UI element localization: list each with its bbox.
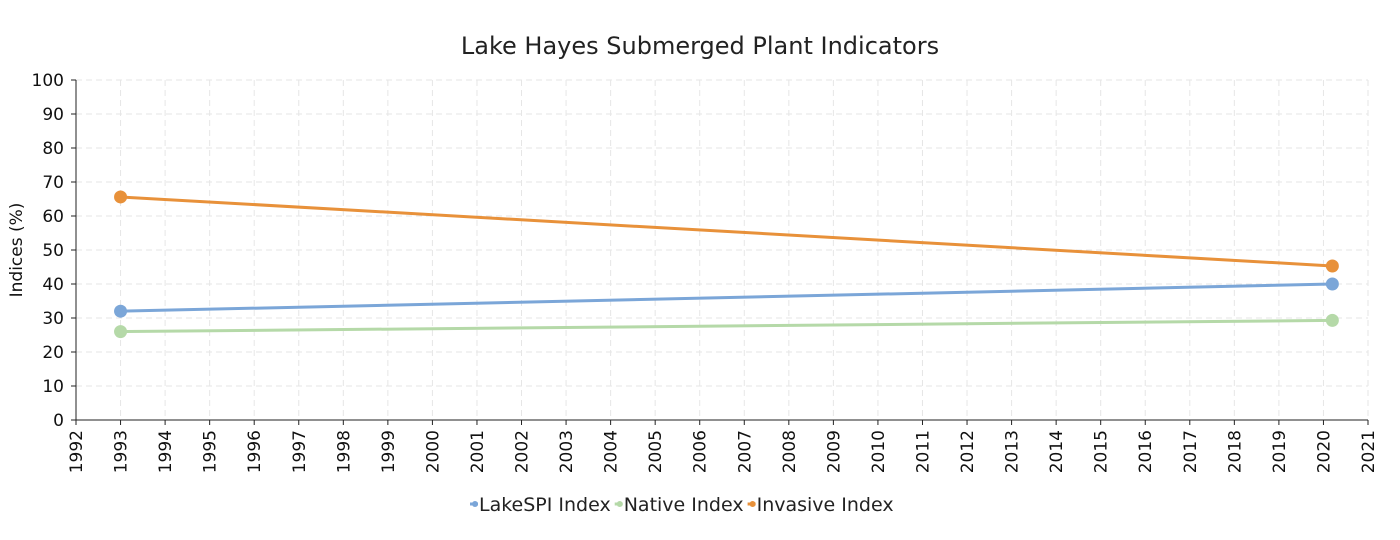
series-line	[120, 195, 1333, 268]
legend-item[interactable]: Invasive Index	[747, 494, 894, 516]
legend-marker	[472, 501, 478, 507]
x-tick-label: 2019	[1270, 430, 1290, 473]
series-native-index	[114, 313, 1339, 339]
legend: LakeSPI Index Native Index Invasive Index	[470, 494, 894, 516]
y-axis-title: Indices (%)	[7, 203, 27, 298]
x-tick-label: 2015	[1092, 430, 1112, 473]
x-tick-label: 2008	[780, 430, 800, 473]
series-line	[120, 282, 1333, 313]
x-tick-label: 2004	[602, 430, 622, 473]
series-lakespi-index	[114, 277, 1339, 318]
data-point[interactable]	[114, 325, 128, 339]
x-tick-label: 2000	[423, 430, 443, 473]
x-tick-label: 2007	[735, 430, 755, 473]
y-tick-label: 40	[42, 275, 64, 295]
x-tick-label: 1994	[156, 430, 176, 473]
x-tick-label: 1998	[334, 430, 354, 473]
x-tick-label: 2020	[1314, 430, 1334, 473]
x-tick-label: 2001	[468, 430, 488, 473]
data-point[interactable]	[1325, 313, 1339, 327]
x-tick-label: 2011	[913, 430, 933, 473]
series-line	[120, 318, 1333, 334]
x-tick-label: 1993	[112, 430, 132, 473]
legend-label: Invasive Index	[757, 494, 894, 516]
chart-title: Lake Hayes Submerged Plant Indicators	[461, 32, 939, 60]
legend-item[interactable]: LakeSPI Index	[470, 494, 611, 516]
y-tick-label: 90	[42, 105, 64, 125]
y-tick-label: 60	[42, 207, 64, 227]
legend-marker	[749, 501, 756, 507]
y-tick-label: 0	[53, 411, 64, 431]
x-tick-label: 2006	[691, 430, 711, 473]
x-tick-label: 2014	[1047, 430, 1067, 473]
legend-label: LakeSPI Index	[479, 494, 611, 516]
data-point[interactable]	[1325, 277, 1339, 291]
series-invasive-index	[114, 190, 1339, 273]
series	[114, 190, 1339, 339]
legend-item[interactable]: Native Index	[614, 494, 744, 516]
legend-label: Native Index	[624, 494, 744, 516]
grid	[76, 79, 1369, 420]
x-tick-label: 2010	[869, 430, 889, 473]
x-tick-label: 2013	[1003, 430, 1023, 473]
x-tick-label: 2005	[646, 430, 666, 473]
y-tick-label: 100	[32, 71, 64, 91]
x-tick-label: 1999	[379, 430, 399, 473]
x-tick-label: 2016	[1136, 430, 1156, 473]
x-tick-label: 2018	[1225, 430, 1245, 473]
x-tick-label: 2009	[824, 430, 844, 473]
y-tick-label: 10	[42, 377, 64, 397]
y-tick-label: 70	[42, 173, 64, 193]
legend-marker	[616, 501, 623, 507]
x-tick-label: 2003	[557, 430, 577, 473]
x-tick-label: 1997	[290, 430, 310, 473]
x-tick-label: 1996	[245, 430, 265, 473]
x-tick-label: 2012	[958, 430, 978, 473]
data-point[interactable]	[1325, 259, 1339, 273]
x-tick-label: 2021	[1359, 430, 1379, 473]
y-tick-label: 20	[42, 343, 64, 363]
x-tick-label: 1992	[67, 430, 87, 473]
data-point[interactable]	[114, 304, 128, 318]
x-tick-labels: 1992 1993 1994 1995 1996 1997 1998 1999 2000 2001…	[67, 430, 1379, 473]
x-tick-label: 2017	[1181, 430, 1201, 473]
x-tick-label: 2002	[513, 430, 533, 473]
y-tick-label: 80	[42, 139, 64, 159]
axes	[71, 79, 1369, 425]
x-tick-label: 1995	[201, 430, 221, 473]
y-tick-label: 30	[42, 309, 64, 329]
y-tick-label: 50	[42, 241, 64, 261]
y-tick-labels: 0 10 20 30 40 50 60 70 80 90 100	[32, 71, 64, 431]
data-point[interactable]	[114, 190, 128, 204]
